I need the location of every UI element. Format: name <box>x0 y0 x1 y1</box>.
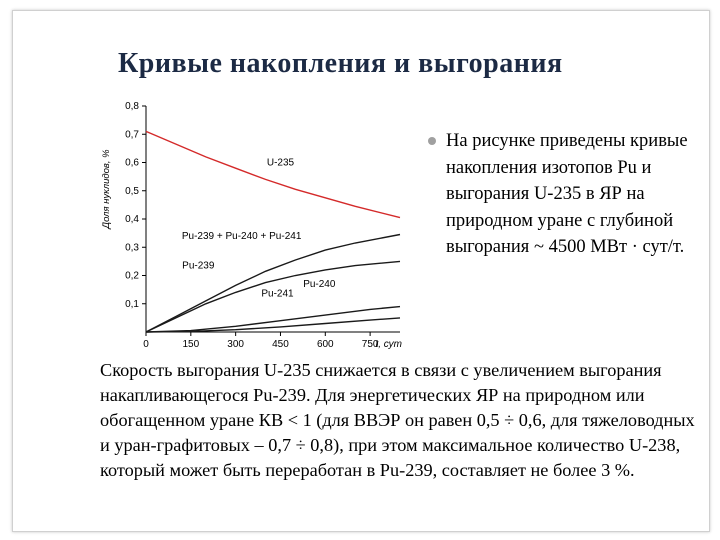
y-tick-label: 0,5 <box>125 186 139 197</box>
bullet-item: На рисунке приведены кривые накопления и… <box>428 128 690 261</box>
x-tick-label: 450 <box>272 339 289 350</box>
nuclide-chart: 0,1 0,2 0,3 0,4 0,5 0,6 0,7 0,8 0 150 300 450 600 750… <box>100 96 410 352</box>
x-axis-label: t, сут <box>375 339 402 350</box>
x-tick-label: 300 <box>227 339 244 350</box>
x-tick-label: 0 <box>143 339 149 350</box>
slide-frame <box>12 10 710 532</box>
y-axis-label: Доля нуклидов, % <box>101 149 112 230</box>
y-tick-label: 0,6 <box>125 158 139 169</box>
series-annotation: Pu-239 + Pu-240 + Pu-241 <box>182 231 302 242</box>
series-line-pu-240 <box>145 305 401 333</box>
bullet-text: На рисунке приведены кривые накопления и… <box>446 131 688 257</box>
series-annotation: Pu-239 <box>182 260 215 271</box>
series-line-pu-239 <box>145 260 401 333</box>
body-paragraph: Скорость выгорания U-235 снижается в свя… <box>100 360 695 480</box>
x-tick-label: 600 <box>317 339 334 350</box>
nuclide-chart-svg: 0,1 0,2 0,3 0,4 0,5 0,6 0,7 0,8 0 150 300 450 600 750… <box>101 101 402 350</box>
series-line-u-235 <box>145 130 401 219</box>
y-tick-label: 0,3 <box>125 242 139 253</box>
series-annotation: Pu-240 <box>303 279 336 290</box>
y-tick-label: 0,4 <box>125 214 139 225</box>
series-annotation: Pu-241 <box>261 289 294 300</box>
series-annotation: U-235 <box>267 157 295 168</box>
series-line-pu-241 <box>145 317 401 333</box>
y-tick-label: 0,1 <box>125 299 139 310</box>
y-tick-label: 0,2 <box>125 271 139 282</box>
bullet-dot-icon <box>428 137 436 145</box>
y-tick-label: 0,7 <box>125 129 139 140</box>
slide-title: Кривые накопления и выгорания <box>118 48 563 79</box>
y-tick-label: 0,8 <box>125 101 139 112</box>
x-tick-label: 750 <box>362 339 379 350</box>
x-tick-label: 150 <box>182 339 199 350</box>
series-line-pu-239-pu-240-pu-241 <box>145 233 401 333</box>
